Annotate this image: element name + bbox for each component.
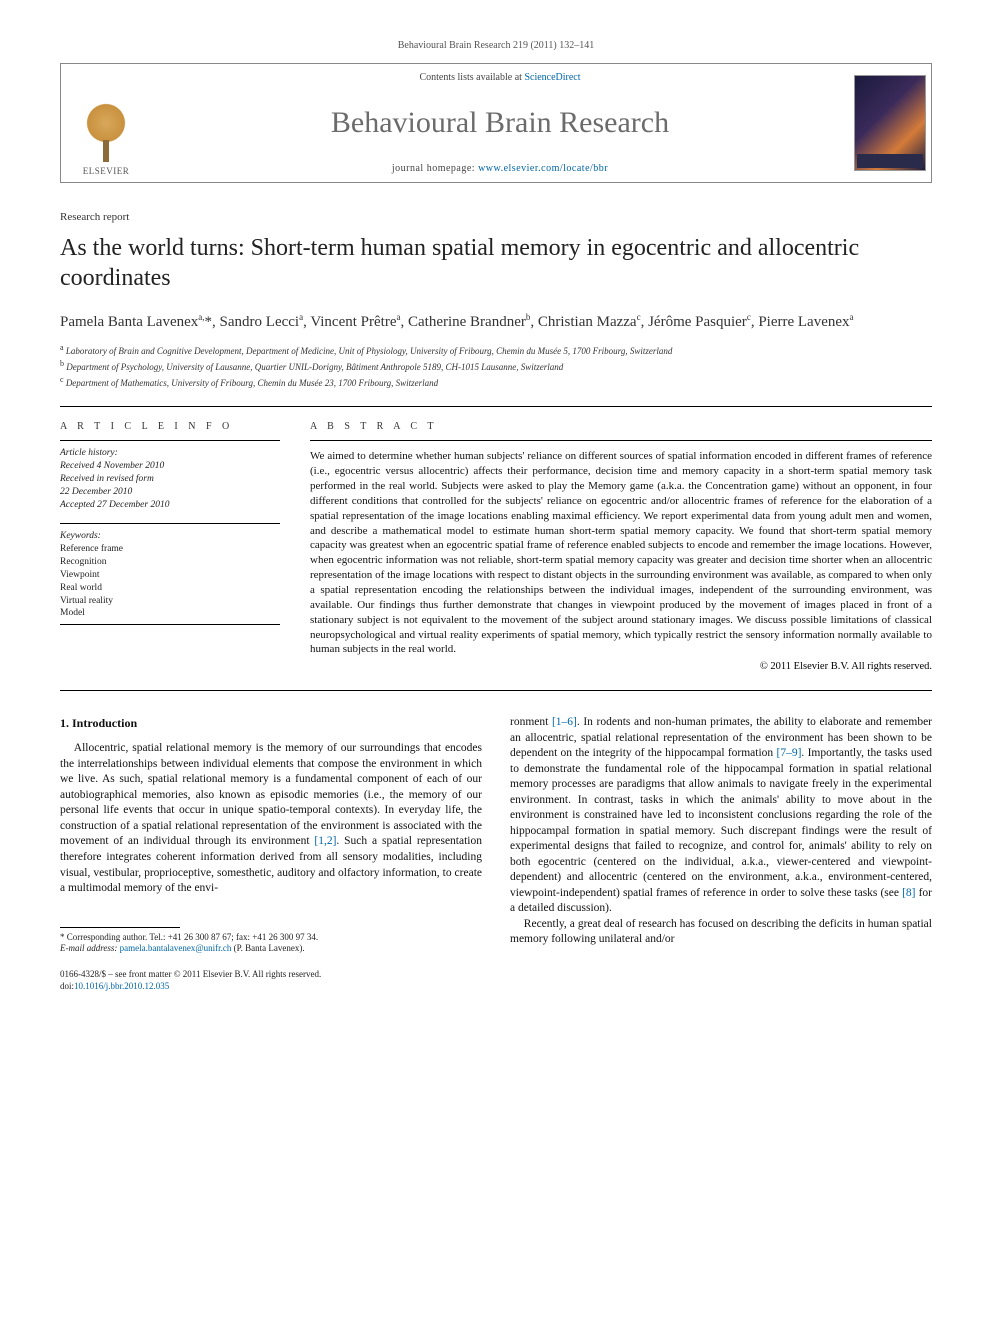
doi-link[interactable]: 10.1016/j.bbr.2010.12.035 bbox=[74, 981, 169, 991]
intro-paragraph-1: Allocentric, spatial relational memory i… bbox=[60, 741, 482, 896]
journal-cover-thumb bbox=[849, 64, 931, 182]
sciencedirect-link[interactable]: ScienceDirect bbox=[524, 72, 580, 83]
article-type: Research report bbox=[60, 211, 932, 223]
article-info-column: A R T I C L E I N F O Article history: R… bbox=[60, 407, 280, 686]
homepage-line: journal homepage: www.elsevier.com/locat… bbox=[392, 163, 608, 174]
keywords-list: Reference frameRecognitionViewpointReal … bbox=[60, 544, 123, 618]
authors-line: Pamela Banta Lavenexa,*, Sandro Leccia, … bbox=[60, 311, 932, 332]
article-history: Article history: Received 4 November 201… bbox=[60, 447, 280, 511]
accepted-date: Accepted 27 December 2010 bbox=[60, 500, 169, 510]
body-columns: 1. Introduction Allocentric, spatial rel… bbox=[60, 715, 932, 992]
keywords-block: Keywords: Reference frameRecognitionView… bbox=[60, 530, 280, 620]
contents-prefix: Contents lists available at bbox=[419, 72, 524, 83]
cover-image bbox=[854, 75, 926, 171]
section-heading-intro: 1. Introduction bbox=[60, 715, 482, 731]
contents-available-line: Contents lists available at ScienceDirec… bbox=[419, 72, 580, 83]
history-label: Article history: bbox=[60, 448, 118, 458]
abstract-copyright: © 2011 Elsevier B.V. All rights reserved… bbox=[310, 661, 932, 672]
homepage-link[interactable]: www.elsevier.com/locate/bbr bbox=[478, 163, 608, 174]
intro-paragraph-1-cont: ronment [1–6]. In rodents and non-human … bbox=[510, 715, 932, 917]
footnote-rule bbox=[60, 927, 180, 928]
keywords-label: Keywords: bbox=[60, 530, 280, 543]
ref-link-7-9[interactable]: [7–9] bbox=[776, 747, 801, 759]
footer-issn-doi: 0166-4328/$ – see front matter © 2011 El… bbox=[60, 969, 482, 992]
divider-rule bbox=[60, 690, 932, 691]
body-column-left: 1. Introduction Allocentric, spatial rel… bbox=[60, 715, 482, 992]
journal-reference: Behavioural Brain Research 219 (2011) 13… bbox=[60, 40, 932, 51]
ref-link-1-2[interactable]: [1,2] bbox=[314, 835, 336, 847]
article-info-heading: A R T I C L E I N F O bbox=[60, 421, 280, 432]
doi-prefix: doi: bbox=[60, 981, 74, 991]
intro-paragraph-2: Recently, a great deal of research has f… bbox=[510, 917, 932, 948]
info-abstract-row: A R T I C L E I N F O Article history: R… bbox=[60, 406, 932, 686]
corresp-label: * Corresponding author. Tel.: +41 26 300… bbox=[60, 932, 318, 942]
body-column-right: ronment [1–6]. In rodents and non-human … bbox=[510, 715, 932, 992]
affiliations-block: a Laboratory of Brain and Cognitive Deve… bbox=[60, 342, 932, 390]
email-label: E-mail address: bbox=[60, 943, 120, 953]
publisher-name: ELSEVIER bbox=[83, 166, 130, 176]
ref-link-1-6[interactable]: [1–6] bbox=[552, 716, 577, 728]
corresponding-author-footnote: * Corresponding author. Tel.: +41 26 300… bbox=[60, 932, 482, 955]
journal-header-box: ELSEVIER Contents lists available at Sci… bbox=[60, 63, 932, 183]
email-suffix: (P. Banta Lavenex). bbox=[231, 943, 304, 953]
issn-line: 0166-4328/$ – see front matter © 2011 El… bbox=[60, 969, 321, 979]
elsevier-tree-icon bbox=[81, 102, 131, 162]
header-center: Contents lists available at ScienceDirec… bbox=[151, 64, 849, 182]
homepage-prefix: journal homepage: bbox=[392, 163, 478, 174]
revised-date: 22 December 2010 bbox=[60, 487, 132, 497]
abstract-text: We aimed to determine whether human subj… bbox=[310, 449, 932, 657]
revised-label: Received in revised form bbox=[60, 474, 154, 484]
abstract-column: A B S T R A C T We aimed to determine wh… bbox=[310, 407, 932, 686]
corresp-email-link[interactable]: pamela.bantalavenex@unifr.ch bbox=[120, 943, 232, 953]
abstract-heading: A B S T R A C T bbox=[310, 421, 932, 432]
journal-title: Behavioural Brain Research bbox=[331, 106, 669, 140]
article-title: As the world turns: Short-term human spa… bbox=[60, 233, 932, 293]
ref-link-8[interactable]: [8] bbox=[902, 887, 915, 899]
publisher-logo-block: ELSEVIER bbox=[61, 64, 151, 182]
received-date: Received 4 November 2010 bbox=[60, 461, 164, 471]
